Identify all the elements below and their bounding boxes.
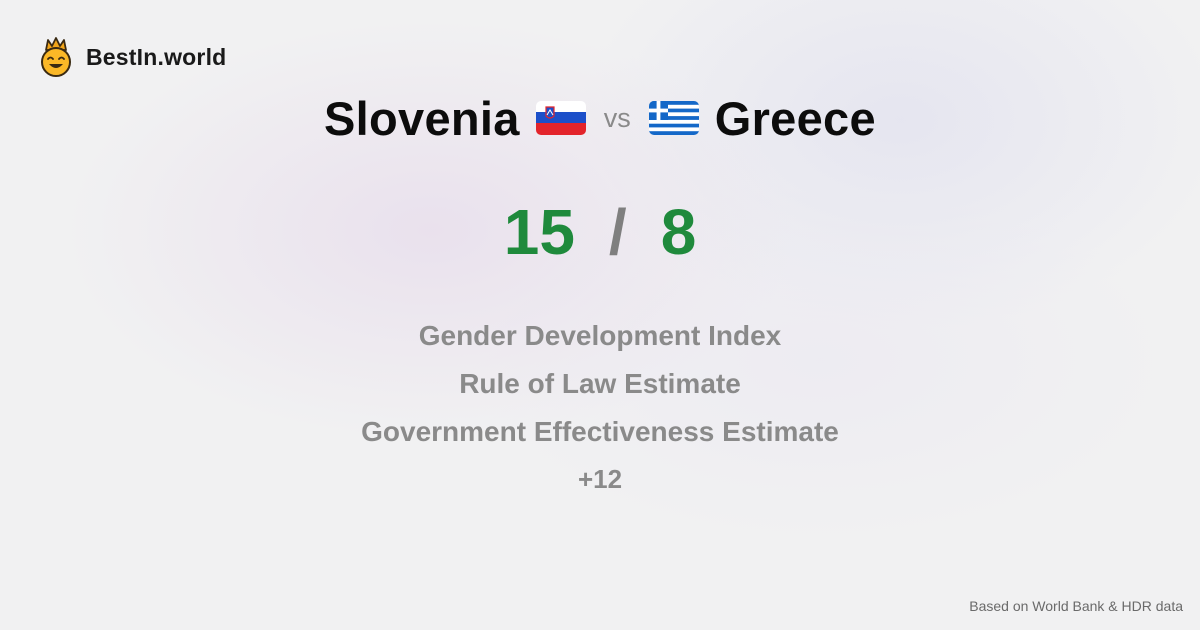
brand[interactable]: BestIn.world bbox=[38, 36, 226, 78]
metric-item: Gender Development Index bbox=[418, 320, 782, 351]
score-display: 15 / 8 bbox=[0, 192, 1200, 272]
metric-item: Rule of Law Estimate bbox=[459, 368, 741, 399]
more-metrics-count: +12 bbox=[577, 464, 623, 494]
crowned-smiley-icon bbox=[41, 37, 71, 77]
left-score: 15 bbox=[503, 196, 575, 268]
metrics-list: Gender Development Index Rule of Law Est… bbox=[0, 312, 1200, 502]
metric-item: Government Effectiveness Estimate bbox=[361, 416, 839, 447]
right-country-name: Greece bbox=[714, 91, 876, 145]
vs-label: vs bbox=[603, 102, 631, 133]
score-separator: / bbox=[608, 196, 627, 268]
comparison-title: Slovenia vs Greece bbox=[0, 88, 1200, 148]
brand-name: BestIn.world bbox=[86, 43, 227, 70]
source-note: Based on World Bank & HDR data bbox=[969, 598, 1183, 614]
right-score: 8 bbox=[660, 196, 697, 268]
slovenia-flag-icon bbox=[535, 101, 586, 135]
left-country-name: Slovenia bbox=[324, 91, 520, 145]
greece-flag-icon bbox=[648, 101, 699, 135]
